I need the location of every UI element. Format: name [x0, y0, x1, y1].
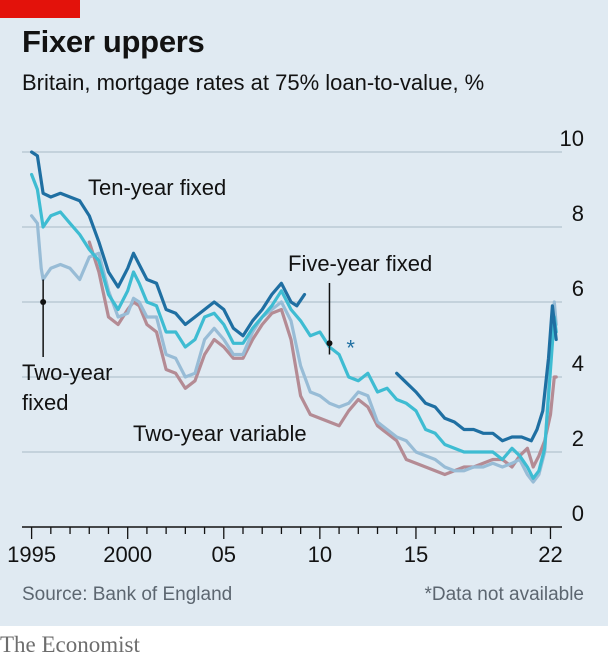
series-line-two-year-variable-0: [87, 240, 558, 477]
source-note: Source: Bank of England: [22, 584, 233, 605]
five-year-fixed-leader-dot: [326, 340, 333, 347]
x-tick-label-05: 05: [212, 542, 236, 567]
series-label-ten-year-fixed: Ten-year fixed: [88, 175, 226, 200]
chart-title: Fixer uppers: [22, 24, 205, 59]
x-tick-labels: 1995 2000 05 10 15 22: [7, 542, 563, 567]
series-line-ten-year-fixed-1: [395, 304, 558, 443]
brand-logo-text: The Economist: [0, 632, 140, 657]
line-chart: 0 2 4 6 8 10 1995 2000 05 10 15 22 Ten-year fixed F…: [7, 126, 584, 567]
chart-subtitle: Britain, mortgage rates at 75% loan-to-v…: [22, 70, 485, 95]
series-line-five-year-fixed-0: [30, 172, 558, 480]
series-lines: [30, 150, 558, 484]
y-tick-label-10: 10: [560, 126, 584, 151]
series-line-ten-year-fixed-0: [30, 150, 307, 338]
x-tick-label-10: 10: [308, 542, 332, 567]
annotations: Ten-year fixed Five-year fixed Two-year va…: [22, 175, 432, 446]
footnote: *Data not available: [424, 584, 585, 605]
y-tick-label-8: 8: [572, 201, 584, 226]
y-tick-label-6: 6: [572, 276, 584, 301]
series-label-five-year-fixed: Five-year fixed: [288, 251, 432, 276]
x-axis: [22, 526, 562, 539]
brand-red-tag: [0, 0, 80, 18]
series-label-two-year-fixed-line2: fixed: [22, 390, 68, 415]
y-tick-label-0: 0: [572, 501, 584, 526]
two-year-fixed-leader-dot: [40, 299, 47, 305]
data-not-available-asterisk: *: [346, 335, 355, 360]
series-label-two-year-variable: Two-year variable: [133, 421, 307, 446]
x-tick-label-22: 22: [538, 542, 562, 567]
y-tick-labels: 0 2 4 6 8 10: [560, 126, 584, 526]
chart-card: [0, 0, 608, 626]
series-label-two-year-fixed-line1: Two-year: [22, 360, 112, 385]
x-tick-label-15: 15: [404, 542, 428, 567]
x-tick-label-1995: 1995: [7, 542, 56, 567]
y-tick-label-4: 4: [572, 351, 584, 376]
x-tick-label-2000: 2000: [103, 542, 152, 567]
y-tick-label-2: 2: [572, 426, 584, 451]
